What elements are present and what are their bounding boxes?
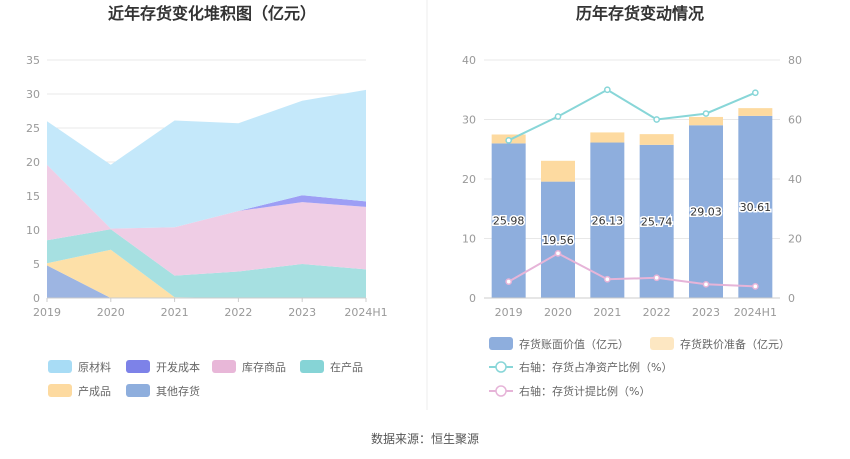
line-右轴：存货占净资产比例（%） bbox=[508, 88, 756, 142]
legend-label: 存货账面价值（亿元） bbox=[519, 337, 629, 351]
inventory-bar-chart: 0 10 20 30 40 0 20 40 60 80 25.98 19.56 26.13 25.74 29… bbox=[462, 54, 802, 319]
legend-label: 开发成本 bbox=[156, 360, 200, 374]
legend-label: 右轴：存货计提比例（%） bbox=[519, 384, 650, 398]
bar-value-label: 26.13 bbox=[592, 214, 624, 227]
y2-tick-label: 80 bbox=[788, 54, 802, 67]
bar-book-value bbox=[639, 144, 674, 298]
y-tick-label: 20 bbox=[26, 156, 40, 169]
bar-value-label: 25.98 bbox=[493, 215, 525, 228]
y2-tick-label: 40 bbox=[788, 173, 802, 186]
area-原材料 bbox=[47, 89, 366, 229]
y-tick-label: 15 bbox=[26, 190, 40, 203]
legend-label: 右轴：存货占净资产比例（%） bbox=[519, 360, 672, 374]
y-tick-label: 25 bbox=[26, 122, 40, 135]
bar-book-value bbox=[491, 143, 526, 298]
line-point bbox=[751, 283, 759, 290]
bar-book-value bbox=[738, 115, 773, 298]
x-tick-label: 2021 bbox=[593, 306, 621, 319]
bar-book-value bbox=[541, 181, 575, 298]
line-point bbox=[751, 89, 759, 97]
y2-tick-label: 60 bbox=[788, 114, 802, 127]
line-point bbox=[603, 275, 611, 283]
area-其他存货 bbox=[47, 265, 366, 298]
line-point bbox=[653, 274, 661, 282]
legend-swatch bbox=[48, 360, 72, 373]
y-tick-label: 30 bbox=[462, 114, 476, 127]
bar-provision bbox=[639, 134, 674, 145]
x-tick-label: 2024H1 bbox=[344, 306, 387, 319]
legend-label: 库存商品 bbox=[242, 360, 286, 374]
legend-swatch bbox=[489, 337, 513, 350]
legend-marker bbox=[495, 385, 507, 397]
bar-provision bbox=[738, 108, 773, 116]
x-tick-label: 2020 bbox=[97, 306, 125, 319]
x-tick-label: 2023 bbox=[288, 306, 316, 319]
line-point bbox=[554, 250, 562, 257]
legend-label: 产成品 bbox=[78, 384, 111, 398]
y-tick-label: 0 bbox=[469, 292, 476, 305]
line-右轴：存货计提比例（%） bbox=[508, 252, 756, 288]
y2-tick-label: 0 bbox=[788, 292, 795, 305]
data-source: 数据来源：恒生聚源 bbox=[371, 431, 479, 446]
bar-provision bbox=[689, 116, 723, 126]
x-tick-label: 2020 bbox=[544, 306, 572, 319]
line-point bbox=[702, 110, 710, 117]
line-point bbox=[505, 136, 513, 144]
y-tick-label: 0 bbox=[33, 292, 40, 305]
y-tick-label: 5 bbox=[33, 258, 40, 271]
area-在产品 bbox=[47, 229, 366, 298]
stacked-area-chart: 0 5 10 15 20 25 30 35 2019 2020 2021 2022 2023 2024H1 bbox=[26, 54, 388, 319]
bar-provision bbox=[590, 132, 625, 143]
legend-swatch bbox=[48, 384, 72, 397]
line-point bbox=[603, 86, 611, 94]
x-tick-label: 2024H1 bbox=[734, 306, 777, 319]
legend-label: 其他存货 bbox=[156, 384, 200, 398]
legend-label: 在产品 bbox=[330, 360, 363, 374]
bar-value-label: 29.03 bbox=[690, 206, 722, 219]
bar-value-label: 19.56 bbox=[542, 234, 574, 247]
y-tick-label: 40 bbox=[462, 54, 476, 67]
legend-swatch bbox=[650, 337, 674, 350]
legend-swatch bbox=[126, 360, 150, 373]
y-tick-label: 30 bbox=[26, 88, 40, 101]
bar-value-label: 30.61 bbox=[740, 201, 772, 214]
y-tick-label: 10 bbox=[26, 224, 40, 237]
legend-swatch bbox=[212, 360, 236, 373]
legend-marker bbox=[495, 361, 507, 373]
bar-book-value bbox=[590, 142, 625, 298]
line-point bbox=[554, 113, 562, 120]
line-point bbox=[702, 280, 710, 288]
x-tick-label: 2019 bbox=[495, 306, 523, 319]
bar-value-label: 25.74 bbox=[641, 215, 673, 228]
right-legend: 存货账面价值（亿元） 存货跌价准备（亿元） 右轴：存货占净资产比例（%） 右轴：存货计… bbox=[489, 337, 790, 398]
left-chart-title: 近年存货变化堆积图（亿元） bbox=[108, 4, 316, 23]
x-tick-label: 2022 bbox=[224, 306, 252, 319]
x-tick-label: 2022 bbox=[643, 306, 671, 319]
bar-book-value bbox=[689, 125, 723, 298]
legend-label: 原材料 bbox=[78, 360, 111, 374]
x-tick-label: 2021 bbox=[161, 306, 189, 319]
x-tick-label: 2023 bbox=[692, 306, 720, 319]
bar-provision bbox=[541, 160, 575, 182]
line-point bbox=[505, 278, 513, 285]
legend-swatch bbox=[126, 384, 150, 397]
y-tick-label: 35 bbox=[26, 54, 40, 67]
legend-label: 存货跌价准备（亿元） bbox=[680, 337, 790, 351]
y2-tick-label: 20 bbox=[788, 233, 802, 246]
area-库存商品 bbox=[47, 164, 366, 276]
line-point bbox=[653, 116, 661, 123]
area-开发成本 bbox=[47, 164, 366, 229]
y-tick-label: 10 bbox=[462, 233, 476, 246]
area-产成品 bbox=[47, 249, 366, 298]
right-chart-title: 历年存货变动情况 bbox=[576, 4, 704, 23]
x-tick-label: 2019 bbox=[33, 306, 61, 319]
legend-swatch bbox=[300, 360, 324, 373]
y-tick-label: 20 bbox=[462, 173, 476, 186]
